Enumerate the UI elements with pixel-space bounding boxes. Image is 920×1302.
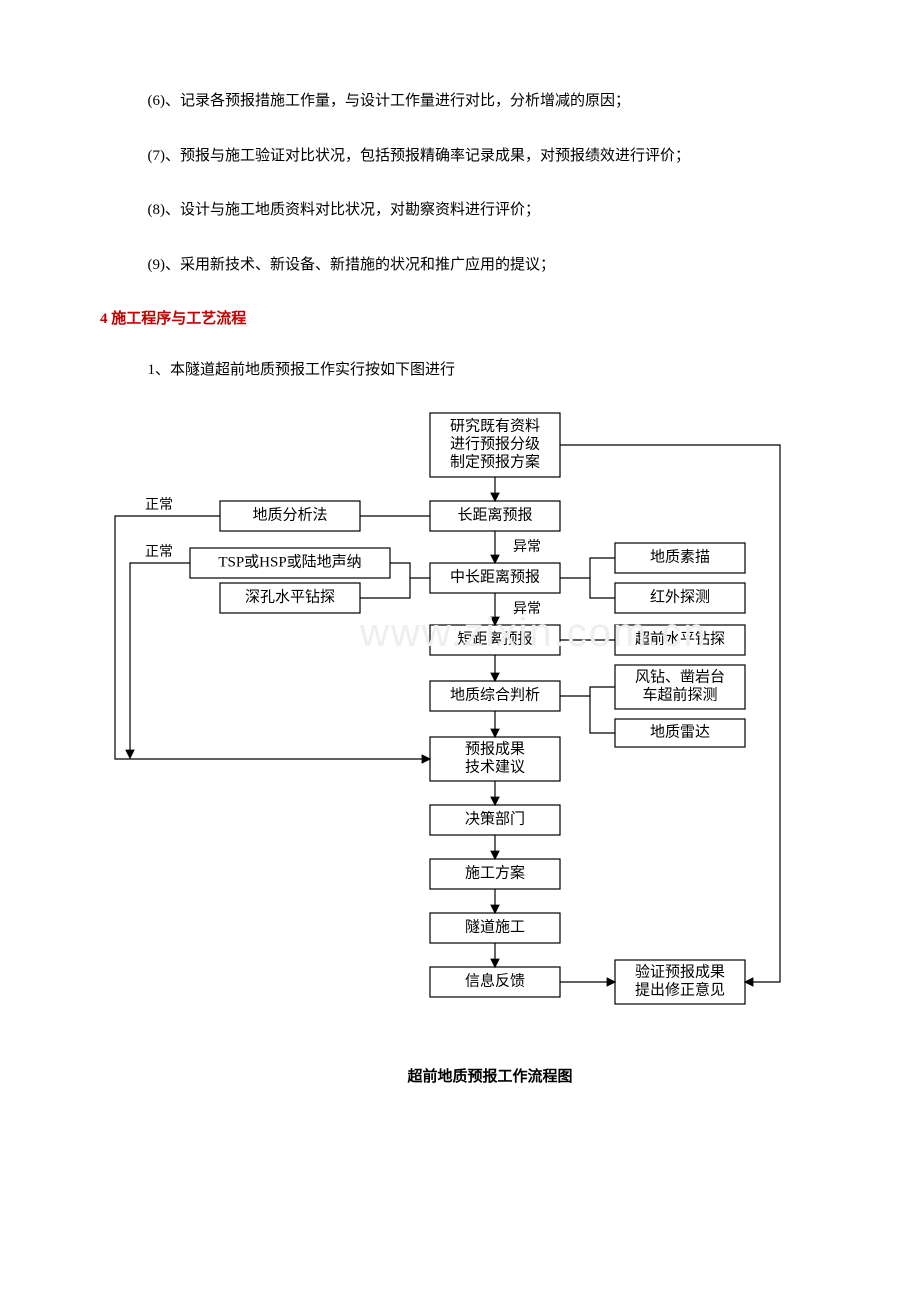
paragraph-7: (7)、预报与施工验证对比状况，包括预报精确率记录成果，对预报绩效进行评价； — [110, 145, 820, 168]
paragraph-9: (9)、采用新技术、新设备、新措施的状况和推广应用的提议； — [110, 254, 820, 277]
svg-text:研究既有资料: 研究既有资料 — [450, 417, 540, 434]
section-heading: 4 施工程序与工艺流程 — [100, 308, 820, 331]
svg-text:地质雷达: 地质雷达 — [650, 723, 710, 740]
svg-text:TSP或HSP或陆地声纳: TSP或HSP或陆地声纳 — [218, 552, 361, 570]
sub-paragraph: 1、本隧道超前地质预报工作实行按如下图进行 — [110, 359, 820, 382]
svg-text:制定预报方案: 制定预报方案 — [450, 452, 540, 470]
svg-text:长距离预报: 长距离预报 — [457, 506, 532, 523]
svg-text:深孔水平钻探: 深孔水平钻探 — [245, 588, 335, 605]
svg-text:地质综合判析: 地质综合判析 — [450, 686, 540, 703]
svg-text:提出修正意见: 提出修正意见 — [635, 980, 725, 998]
svg-text:超前水平钻探: 超前水平钻探 — [635, 630, 725, 647]
svg-text:进行预报分级: 进行预报分级 — [450, 435, 540, 452]
paragraph-8: (8)、设计与施工地质资料对比状况，对勘察资料进行评价； — [110, 199, 820, 222]
svg-text:地质素描: 地质素描 — [650, 548, 710, 565]
svg-text:风钻、凿岩台: 风钻、凿岩台 — [635, 668, 725, 685]
svg-text:信息反馈: 信息反馈 — [465, 972, 525, 989]
svg-text:车超前探测: 车超前探测 — [642, 686, 717, 703]
flowchart-caption: 超前地质预报工作流程图 — [160, 1066, 820, 1089]
svg-text:短距离预报: 短距离预报 — [457, 630, 532, 647]
svg-text:中长距离预报: 中长距离预报 — [450, 568, 540, 585]
svg-text:施工方案: 施工方案 — [465, 863, 525, 881]
svg-text:决策部门: 决策部门 — [465, 810, 525, 827]
svg-text:正常: 正常 — [145, 544, 173, 560]
flowchart-container: www.zixin.com.cn 研究既有资料进行预报分级制定预报方案长距离预报… — [100, 403, 820, 1018]
flowchart-svg: 研究既有资料进行预报分级制定预报方案长距离预报中长距离预报短距离预报地质综合判析… — [100, 403, 820, 1018]
svg-text:正常: 正常 — [145, 497, 173, 513]
svg-text:异常: 异常 — [513, 601, 541, 617]
svg-text:隧道施工: 隧道施工 — [465, 918, 525, 935]
svg-text:异常: 异常 — [513, 539, 541, 555]
svg-text:地质分析法: 地质分析法 — [252, 506, 327, 523]
svg-text:红外探测: 红外探测 — [650, 588, 710, 605]
svg-text:验证预报成果: 验证预报成果 — [635, 963, 725, 980]
paragraph-6: (6)、记录各预报措施工作量，与设计工作量进行对比，分析增减的原因； — [110, 90, 820, 113]
svg-text:技术建议: 技术建议 — [465, 758, 525, 775]
svg-text:预报成果: 预报成果 — [465, 740, 525, 757]
